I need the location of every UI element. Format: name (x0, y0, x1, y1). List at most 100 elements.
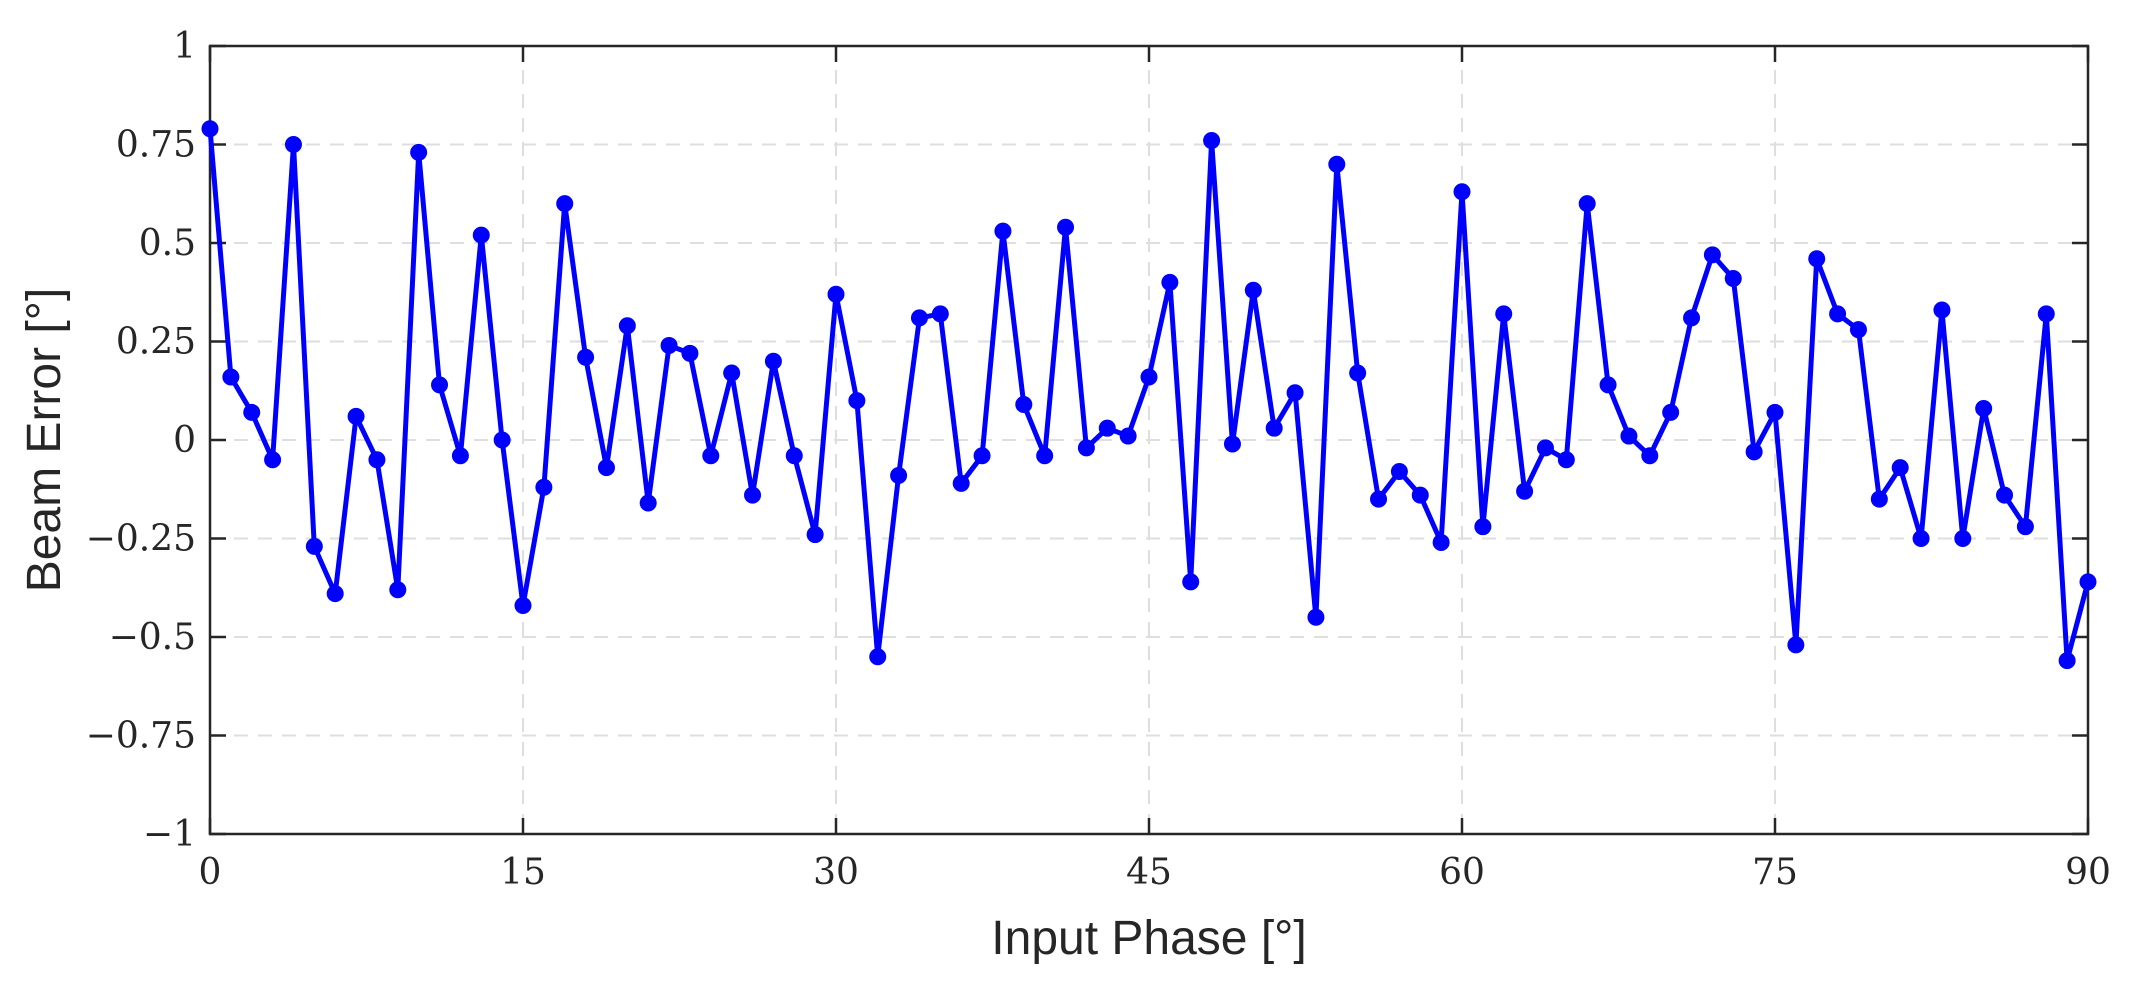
data-point (389, 581, 407, 599)
data-point (1703, 246, 1721, 264)
data-point (556, 195, 574, 213)
data-point (472, 226, 490, 244)
data-point (1996, 486, 2014, 504)
data-point (827, 285, 845, 303)
axis-labels: Input Phase [°] Beam Error [°] (18, 288, 1307, 965)
data-point (1328, 155, 1346, 173)
series-layer (201, 120, 2097, 670)
data-point (326, 585, 344, 603)
data-point (201, 120, 219, 138)
data-point (1015, 396, 1033, 414)
data-point (910, 309, 928, 327)
data-point (1349, 364, 1367, 382)
data-point (1119, 427, 1137, 445)
data-point (1620, 427, 1638, 445)
data-point (1182, 573, 1200, 591)
data-point (1370, 490, 1388, 508)
y-tick-label: 0.25 (116, 322, 196, 363)
data-point (1411, 486, 1429, 504)
data-point (1536, 439, 1554, 457)
data-point (2037, 305, 2055, 323)
x-tick-label: 0 (199, 852, 222, 893)
data-point (1724, 269, 1742, 287)
data-point (451, 447, 469, 465)
data-point (764, 352, 782, 370)
data-point (431, 376, 449, 394)
data-point (1933, 301, 1951, 319)
data-point (1745, 443, 1763, 461)
data-point (2079, 573, 2097, 591)
data-point (1766, 403, 1784, 421)
data-point (514, 596, 532, 614)
x-tick-label: 90 (2065, 852, 2111, 893)
data-point (1203, 132, 1221, 150)
data-point (1077, 439, 1095, 457)
data-point (1223, 435, 1241, 453)
data-point (744, 486, 762, 504)
data-point (1474, 518, 1492, 536)
data-point (952, 474, 970, 492)
data-point (1307, 608, 1325, 626)
data-point (1787, 636, 1805, 654)
x-tick-label: 45 (1126, 852, 1172, 893)
data-point (493, 431, 511, 449)
data-point (264, 451, 282, 469)
data-point (806, 526, 824, 544)
data-point (1954, 530, 1972, 547)
data-point (1808, 250, 1826, 268)
data-point (1662, 403, 1680, 421)
x-tick-label: 60 (1439, 852, 1485, 893)
data-point (1578, 195, 1596, 213)
data-point (2058, 652, 2076, 670)
data-point (618, 317, 636, 335)
data-point (1036, 447, 1054, 465)
x-tick-label: 15 (500, 852, 546, 893)
data-point (1683, 309, 1701, 327)
data-point (222, 368, 240, 386)
data-point (639, 494, 657, 512)
data-point (723, 364, 741, 382)
data-point (1390, 463, 1408, 481)
data-point (368, 451, 386, 469)
data-point (347, 407, 365, 425)
y-tick-label: 0.5 (139, 223, 196, 264)
data-point (1161, 273, 1179, 291)
data-point (1286, 384, 1304, 402)
x-axis-title: Input Phase [°] (991, 912, 1306, 965)
data-point (1140, 368, 1158, 386)
data-point (410, 143, 428, 161)
data-point (1599, 376, 1617, 394)
data-point (869, 648, 887, 666)
data-point (890, 466, 908, 484)
data-point (848, 392, 866, 410)
data-point (1641, 447, 1659, 465)
y-axis-title: Beam Error [°] (18, 288, 71, 593)
y-tick-label: −0.25 (86, 519, 196, 560)
data-point (1870, 490, 1888, 508)
data-point (284, 136, 302, 153)
data-point (785, 447, 803, 465)
data-point (1557, 451, 1575, 469)
data-point (660, 336, 678, 354)
data-point (1891, 459, 1909, 477)
axes: 0 15 30 45 60 75 90 −1 −0.75 −0.5 −0.25 0 0.25 0.5 0.7… (86, 26, 2111, 893)
data-point (973, 447, 991, 465)
data-point (1912, 530, 1930, 547)
data-point (2016, 518, 2034, 536)
x-tick-label: 75 (1752, 852, 1798, 893)
y-tick-label: 0.75 (116, 125, 196, 166)
data-point (1453, 183, 1471, 201)
data-point (681, 344, 699, 362)
data-point (1829, 305, 1847, 323)
data-point (1432, 533, 1450, 551)
data-point (931, 305, 949, 323)
data-point (305, 537, 323, 555)
y-tick-label: 0 (173, 420, 196, 461)
data-point (702, 447, 720, 465)
data-point (1516, 482, 1534, 500)
data-point (1098, 419, 1116, 437)
data-point (243, 403, 261, 421)
y-tick-label: −0.5 (109, 617, 196, 658)
